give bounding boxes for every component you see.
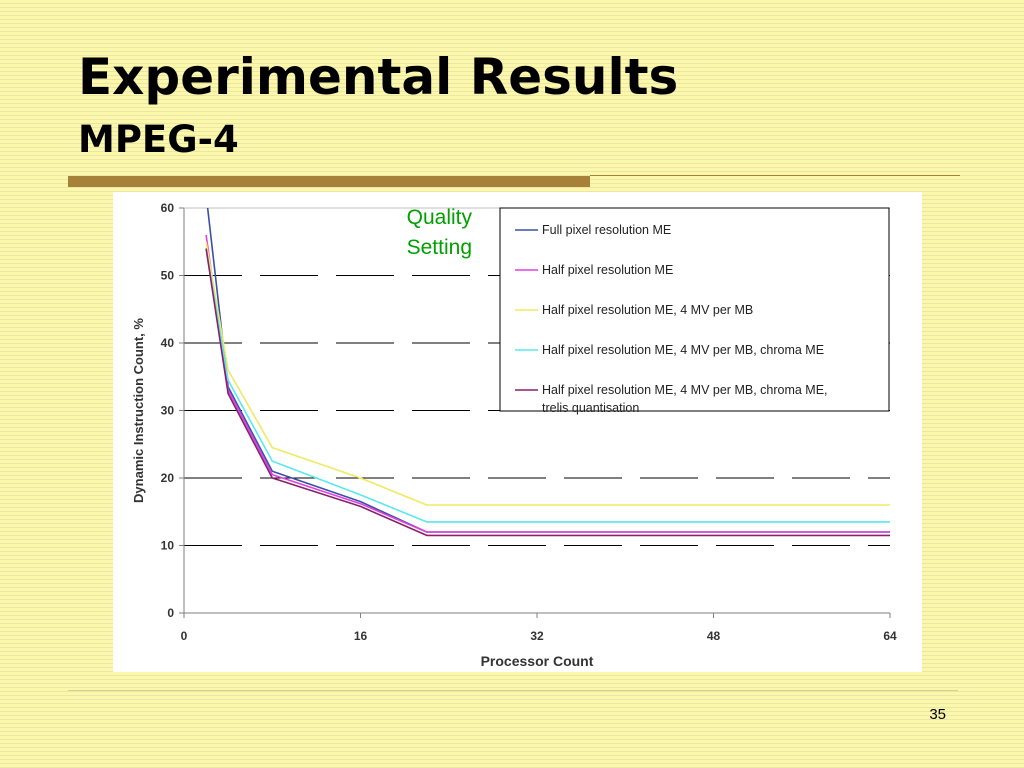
y-tick-label: 0 xyxy=(167,606,174,620)
x-tick-label: 32 xyxy=(530,629,544,643)
legend-entry-5: Half pixel resolution ME, 4 MV per MB, c… xyxy=(542,383,828,415)
legend-entry-2: Half pixel resolution ME xyxy=(542,263,673,277)
page-number: 35 xyxy=(929,706,946,723)
y-tick-label: 60 xyxy=(161,201,175,215)
legend-entry-3: Half pixel resolution ME, 4 MV per MB xyxy=(542,303,753,317)
series-line-5 xyxy=(205,248,890,537)
quality-setting-annotation: Quality Setting xyxy=(407,206,473,259)
legend-entry-1: Full pixel resolution ME xyxy=(542,223,671,237)
chart-panel: 0 10 20 30 40 50 60 0 16 32 48 64 Processor Count Dyn… xyxy=(113,192,922,672)
title-rule-thick xyxy=(68,176,590,187)
series-lines xyxy=(205,208,890,537)
x-tick-label: 64 xyxy=(883,629,897,643)
legend: Full pixel resolution ME Half pixel resol… xyxy=(499,207,890,415)
slide-title: Experimental Results xyxy=(78,48,679,106)
title-rule-thin xyxy=(590,175,960,176)
x-tick-label: 16 xyxy=(354,629,368,643)
x-tick-label: 0 xyxy=(181,629,188,643)
line-chart: 0 10 20 30 40 50 60 0 16 32 48 64 Processor Count Dyn… xyxy=(131,201,897,669)
annotation-text: Quality Setting xyxy=(407,206,473,259)
y-tick-label: 20 xyxy=(161,471,175,485)
series-line-3 xyxy=(205,241,890,506)
series-line-4 xyxy=(205,248,890,523)
x-axis-title: Processor Count xyxy=(481,653,594,669)
y-tick-label: 40 xyxy=(161,336,175,350)
legend-box xyxy=(499,207,890,412)
y-tick-label: 30 xyxy=(161,404,175,418)
slide-subtitle: MPEG-4 xyxy=(78,118,239,161)
y-tick-label: 50 xyxy=(161,269,175,283)
legend-entry-4: Half pixel resolution ME, 4 MV per MB, c… xyxy=(542,343,824,357)
y-tick-label: 10 xyxy=(161,539,175,553)
axes: 0 10 20 30 40 50 60 0 16 32 48 64 Processor Count Dyn… xyxy=(131,201,897,669)
y-axis-title: Dynamic Instruction Count, % xyxy=(131,318,146,503)
x-tick-label: 48 xyxy=(707,629,721,643)
footer-rule xyxy=(68,690,958,691)
